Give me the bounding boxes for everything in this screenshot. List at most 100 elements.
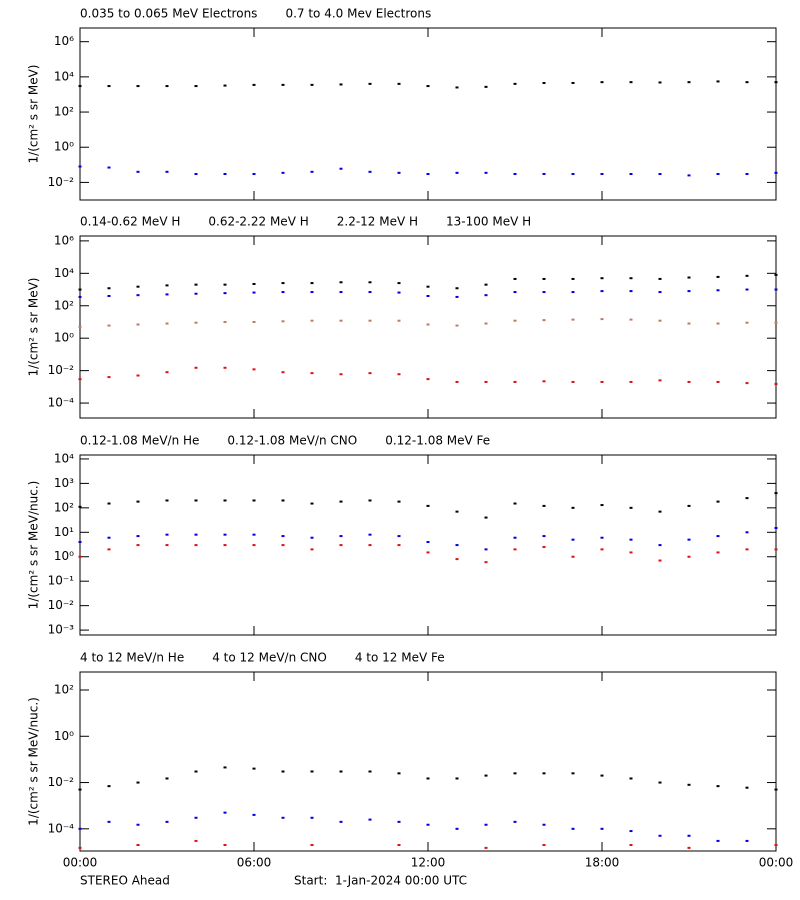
data-point: [774, 321, 778, 324]
data-point: [252, 282, 256, 285]
data-point: [687, 290, 691, 293]
data-point: [426, 285, 430, 288]
data-point: [107, 287, 111, 290]
data-point: [455, 827, 459, 830]
data-point: [745, 548, 749, 551]
legend-entry: 4 to 12 MeV Fe: [355, 651, 445, 665]
data-point: [107, 324, 111, 327]
data-point: [571, 555, 575, 558]
data-point: [600, 774, 604, 777]
data-point: [281, 320, 285, 323]
data-point: [397, 544, 401, 547]
data-point: [484, 548, 488, 551]
data-point: [600, 548, 604, 551]
data-point: [542, 380, 546, 383]
legend-entry: 0.12-1.08 MeV/n CNO: [227, 434, 357, 448]
data-point: [339, 544, 343, 547]
data-point: [774, 548, 778, 551]
data-point: [513, 277, 517, 280]
y-tick-label: 10⁰: [54, 729, 74, 743]
data-point: [542, 173, 546, 176]
data-point: [687, 538, 691, 541]
data-point: [600, 536, 604, 539]
data-point: [252, 813, 256, 816]
data-point: [745, 274, 749, 277]
data-point: [223, 533, 227, 536]
data-point: [455, 544, 459, 547]
data-point: [629, 843, 633, 846]
data-point: [165, 533, 169, 536]
data-point: [629, 173, 633, 176]
data-point: [310, 770, 314, 773]
data-point: [136, 285, 140, 288]
data-point: [281, 171, 285, 174]
data-point: [484, 774, 488, 777]
y-tick-label: 10⁻²: [48, 175, 75, 189]
data-point: [774, 788, 778, 791]
data-point: [542, 291, 546, 294]
data-point: [426, 823, 430, 826]
data-point: [397, 319, 401, 322]
data-point: [455, 324, 459, 327]
data-point: [716, 500, 720, 503]
data-point: [368, 82, 372, 85]
data-point: [745, 173, 749, 176]
data-point: [194, 499, 198, 502]
data-point: [484, 561, 488, 564]
data-point: [774, 843, 778, 846]
data-point: [223, 766, 227, 769]
data-point: [223, 544, 227, 547]
data-point: [484, 823, 488, 826]
data-point: [629, 81, 633, 84]
data-point: [194, 292, 198, 295]
data-point: [281, 499, 285, 502]
data-point: [484, 380, 488, 383]
data-point: [542, 319, 546, 322]
data-point: [165, 499, 169, 502]
data-point: [600, 380, 604, 383]
data-point: [629, 777, 633, 780]
data-point: [571, 81, 575, 84]
data-point: [571, 827, 575, 830]
data-point: [252, 320, 256, 323]
data-point: [136, 823, 140, 826]
data-point: [745, 382, 749, 385]
data-point: [426, 85, 430, 88]
data-point: [107, 502, 111, 505]
x-tick-label: 06:00: [237, 856, 272, 870]
data-point: [426, 378, 430, 381]
data-point: [426, 294, 430, 297]
data-point: [484, 171, 488, 174]
data-point: [281, 282, 285, 285]
data-point: [78, 325, 82, 328]
data-point: [397, 282, 401, 285]
data-point: [658, 510, 662, 513]
data-point: [513, 772, 517, 775]
data-point: [78, 846, 82, 849]
data-point: [513, 548, 517, 551]
data-point: [368, 533, 372, 536]
data-point: [687, 834, 691, 837]
data-point: [368, 770, 372, 773]
data-point: [629, 551, 633, 554]
data-point: [107, 536, 111, 539]
data-point: [339, 291, 343, 294]
data-point: [165, 284, 169, 287]
data-point: [78, 505, 82, 508]
data-point: [107, 294, 111, 297]
data-point: [339, 281, 343, 284]
data-point: [165, 293, 169, 296]
data-point: [426, 323, 430, 326]
data-point: [629, 277, 633, 280]
legend-entry: 0.035 to 0.065 MeV Electrons: [80, 7, 257, 21]
data-point: [426, 551, 430, 554]
data-point: [136, 170, 140, 173]
data-point: [165, 85, 169, 88]
data-point: [252, 368, 256, 371]
y-tick-label: 10²: [54, 500, 74, 514]
y-tick-label: 10⁰: [54, 140, 74, 154]
data-point: [223, 320, 227, 323]
data-point: [397, 535, 401, 538]
data-point: [310, 502, 314, 505]
